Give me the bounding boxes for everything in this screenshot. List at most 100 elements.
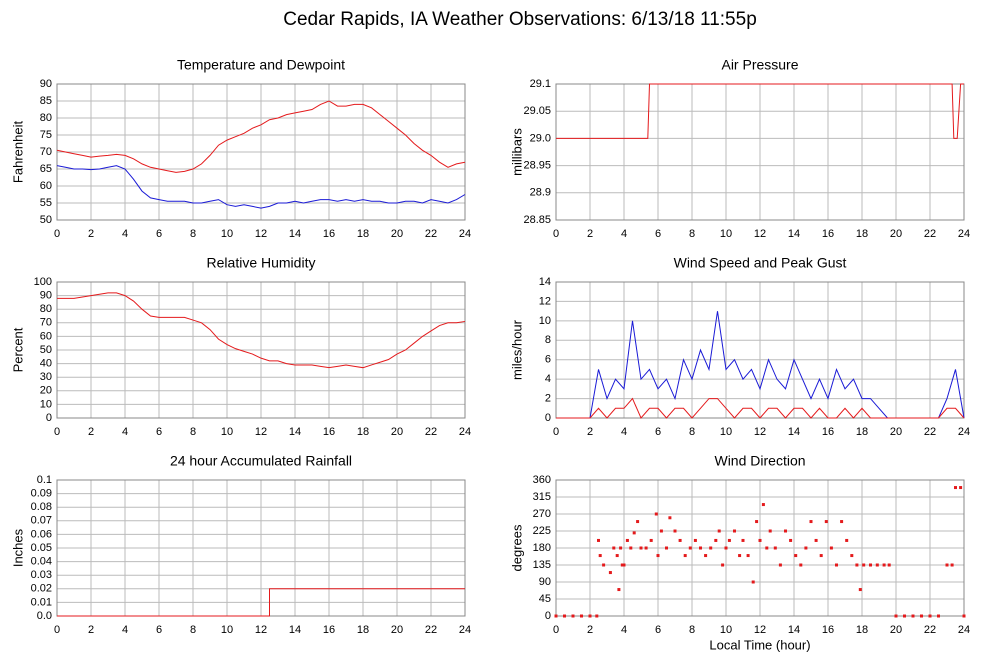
x-tick-label: 10 bbox=[221, 624, 233, 636]
x-tick-label: 6 bbox=[156, 624, 162, 636]
data-point bbox=[959, 486, 963, 490]
data-point bbox=[746, 554, 750, 558]
data-point bbox=[824, 520, 828, 524]
y-tick-label: 225 bbox=[533, 525, 551, 537]
y-tick-label: 28.9 bbox=[530, 187, 551, 199]
y-tick-label: 0 bbox=[545, 610, 551, 622]
x-tick-label: 8 bbox=[190, 426, 196, 438]
x-tick-label: 16 bbox=[822, 228, 834, 240]
x-tick-label: 8 bbox=[190, 228, 196, 240]
data-point bbox=[608, 571, 612, 575]
x-tick-label: 24 bbox=[958, 426, 970, 438]
data-point bbox=[554, 614, 558, 618]
data-point bbox=[903, 614, 906, 618]
data-point bbox=[580, 614, 583, 618]
data-point bbox=[563, 614, 566, 618]
data-point bbox=[768, 529, 772, 533]
data-point bbox=[678, 538, 682, 542]
x-tick-label: 18 bbox=[357, 426, 369, 438]
x-tick-label: 24 bbox=[459, 228, 471, 240]
x-tick-label: 18 bbox=[856, 624, 868, 636]
chart-title: 24 hour Accumulated Rainfall bbox=[170, 453, 352, 469]
y-tick-label: 29.0 bbox=[530, 132, 551, 144]
x-tick-label: 14 bbox=[289, 426, 301, 438]
y-tick-label: 29.1 bbox=[530, 78, 551, 90]
data-point bbox=[875, 563, 879, 567]
x-tick-label: 14 bbox=[788, 228, 800, 240]
data-line bbox=[556, 83, 964, 139]
data-point bbox=[693, 538, 697, 542]
y-tick-label: 50 bbox=[40, 214, 52, 226]
y-tick-label: 80 bbox=[40, 112, 52, 124]
plot-frame bbox=[56, 83, 466, 221]
x-tick-label: 12 bbox=[754, 624, 766, 636]
data-point bbox=[858, 588, 862, 592]
x-tick-label: 22 bbox=[425, 228, 437, 240]
x-tick-label: 14 bbox=[788, 426, 800, 438]
page-title: Cedar Rapids, IA Weather Observations: 6… bbox=[283, 9, 757, 30]
x-tick-label: 6 bbox=[655, 426, 661, 438]
y-axis-label: miles/hour bbox=[509, 319, 524, 380]
x-tick-label: 12 bbox=[255, 426, 267, 438]
data-point bbox=[882, 563, 886, 567]
data-point bbox=[673, 529, 677, 533]
data-line bbox=[56, 165, 466, 209]
x-tick-label: 0 bbox=[553, 624, 559, 636]
y-tick-label: 0.07 bbox=[31, 515, 52, 527]
data-point bbox=[649, 538, 653, 542]
data-point bbox=[804, 546, 808, 550]
plot-frame bbox=[56, 281, 466, 419]
data-point bbox=[625, 538, 629, 542]
data-point bbox=[724, 546, 728, 550]
chart-title: Air Pressure bbox=[721, 57, 798, 73]
x-tick-label: 20 bbox=[890, 624, 902, 636]
data-point bbox=[668, 516, 672, 520]
x-tick-label: 2 bbox=[587, 228, 593, 240]
x-tick-label: 22 bbox=[924, 228, 936, 240]
y-tick-label: 0.05 bbox=[31, 542, 52, 554]
x-tick-label: 24 bbox=[958, 228, 970, 240]
data-point bbox=[784, 529, 787, 533]
data-point bbox=[937, 614, 940, 618]
x-tick-label: 0 bbox=[553, 228, 559, 240]
data-point bbox=[598, 554, 602, 558]
x-tick-label: 6 bbox=[156, 228, 162, 240]
x-tick-label: 24 bbox=[958, 624, 970, 636]
data-point bbox=[602, 563, 606, 567]
plot-frame bbox=[555, 479, 965, 617]
y-tick-label: 90 bbox=[40, 78, 52, 90]
data-point bbox=[945, 563, 949, 567]
data-point bbox=[733, 529, 736, 533]
data-point bbox=[615, 554, 619, 558]
y-tick-label: 360 bbox=[533, 474, 551, 486]
data-point bbox=[738, 554, 742, 558]
data-point bbox=[778, 563, 782, 567]
x-tick-label: 20 bbox=[391, 426, 403, 438]
y-tick-label: 60 bbox=[40, 180, 52, 192]
x-tick-label: 24 bbox=[459, 426, 471, 438]
data-point bbox=[709, 546, 713, 550]
data-point bbox=[644, 546, 648, 550]
data-point bbox=[789, 538, 793, 542]
x-tick-label: 18 bbox=[856, 426, 868, 438]
x-tick-label: 14 bbox=[788, 624, 800, 636]
x-tick-label: 2 bbox=[88, 228, 94, 240]
y-tick-label: 0.02 bbox=[31, 583, 52, 595]
data-point bbox=[571, 614, 575, 618]
data-point bbox=[714, 538, 718, 542]
data-line bbox=[556, 397, 965, 419]
y-tick-label: 0 bbox=[46, 412, 52, 424]
x-tick-label: 4 bbox=[621, 228, 627, 240]
x-tick-label: 12 bbox=[255, 624, 267, 636]
data-point bbox=[894, 614, 898, 618]
x-tick-label: 4 bbox=[621, 624, 627, 636]
data-point bbox=[741, 538, 745, 542]
x-tick-label: 20 bbox=[391, 228, 403, 240]
y-tick-label: 8 bbox=[545, 334, 551, 346]
data-point bbox=[758, 538, 762, 542]
data-point bbox=[869, 563, 872, 567]
y-tick-label: 0.1 bbox=[37, 474, 52, 486]
y-tick-label: 65 bbox=[40, 163, 52, 175]
